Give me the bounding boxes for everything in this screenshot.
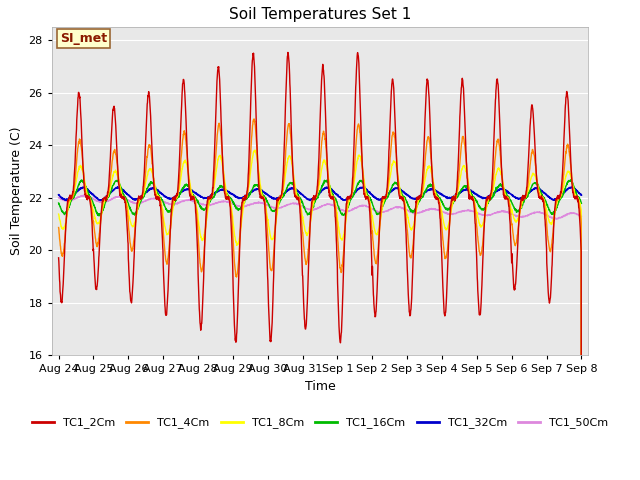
TC1_2Cm <box>335 324 343 329</box>
TC1_16Cm <box>55 200 63 206</box>
TC1_32Cm <box>200 195 208 201</box>
TC1_8Cm <box>346 195 354 201</box>
TC1_32Cm <box>307 198 314 204</box>
TC1_50Cm <box>472 210 479 216</box>
X-axis label: Time: Time <box>305 380 335 393</box>
Title: Soil Temperatures Set 1: Soil Temperatures Set 1 <box>229 7 411 22</box>
Line: TC1_4Cm: TC1_4Cm <box>59 119 581 480</box>
TC1_2Cm <box>346 195 354 201</box>
Text: SI_met: SI_met <box>60 32 107 45</box>
TC1_2Cm <box>546 297 554 303</box>
TC1_8Cm <box>335 228 343 233</box>
TC1_2Cm <box>472 236 479 242</box>
TC1_8Cm <box>546 220 554 226</box>
TC1_16Cm <box>567 177 575 183</box>
TC1_50Cm <box>201 202 209 208</box>
TC1_32Cm <box>532 185 540 191</box>
TC1_32Cm <box>55 192 63 198</box>
TC1_4Cm <box>346 194 354 200</box>
TC1_50Cm <box>335 205 343 211</box>
TC1_32Cm <box>546 195 554 201</box>
TC1_8Cm <box>200 232 208 238</box>
TC1_16Cm <box>335 206 343 212</box>
TC1_32Cm <box>346 194 354 200</box>
Line: TC1_32Cm: TC1_32Cm <box>59 187 581 201</box>
TC1_16Cm <box>346 197 354 203</box>
TC1_2Cm <box>200 252 208 257</box>
TC1_8Cm <box>532 174 540 180</box>
Line: TC1_8Cm: TC1_8Cm <box>59 150 581 480</box>
TC1_32Cm <box>568 184 576 190</box>
TC1_32Cm <box>577 192 585 198</box>
TC1_50Cm <box>546 215 554 220</box>
TC1_50Cm <box>55 195 63 201</box>
TC1_4Cm <box>335 255 343 261</box>
TC1_50Cm <box>552 216 560 222</box>
TC1_8Cm <box>251 147 259 153</box>
TC1_2Cm <box>532 152 540 157</box>
TC1_50Cm <box>532 210 540 216</box>
TC1_32Cm <box>335 194 343 200</box>
TC1_16Cm <box>546 208 554 214</box>
TC1_16Cm <box>95 213 103 219</box>
Y-axis label: Soil Temperature (C): Soil Temperature (C) <box>10 127 23 255</box>
TC1_8Cm <box>55 211 63 217</box>
Line: TC1_2Cm: TC1_2Cm <box>59 52 581 480</box>
TC1_4Cm <box>55 225 63 230</box>
TC1_50Cm <box>80 192 88 198</box>
TC1_50Cm <box>346 208 354 214</box>
TC1_4Cm <box>546 247 554 252</box>
TC1_32Cm <box>472 191 479 197</box>
TC1_2Cm <box>284 49 292 55</box>
TC1_4Cm <box>472 212 479 217</box>
Line: TC1_16Cm: TC1_16Cm <box>59 180 581 216</box>
TC1_4Cm <box>200 244 208 250</box>
TC1_16Cm <box>472 197 479 203</box>
TC1_4Cm <box>532 162 540 168</box>
TC1_2Cm <box>55 255 63 261</box>
TC1_16Cm <box>201 206 209 212</box>
Line: TC1_50Cm: TC1_50Cm <box>59 195 581 219</box>
TC1_16Cm <box>577 201 585 206</box>
Legend: TC1_2Cm, TC1_4Cm, TC1_8Cm, TC1_16Cm, TC1_32Cm, TC1_50Cm: TC1_2Cm, TC1_4Cm, TC1_8Cm, TC1_16Cm, TC1… <box>28 413 612 433</box>
TC1_50Cm <box>577 214 585 219</box>
TC1_8Cm <box>472 205 479 211</box>
TC1_16Cm <box>532 180 540 186</box>
TC1_4Cm <box>250 116 258 122</box>
